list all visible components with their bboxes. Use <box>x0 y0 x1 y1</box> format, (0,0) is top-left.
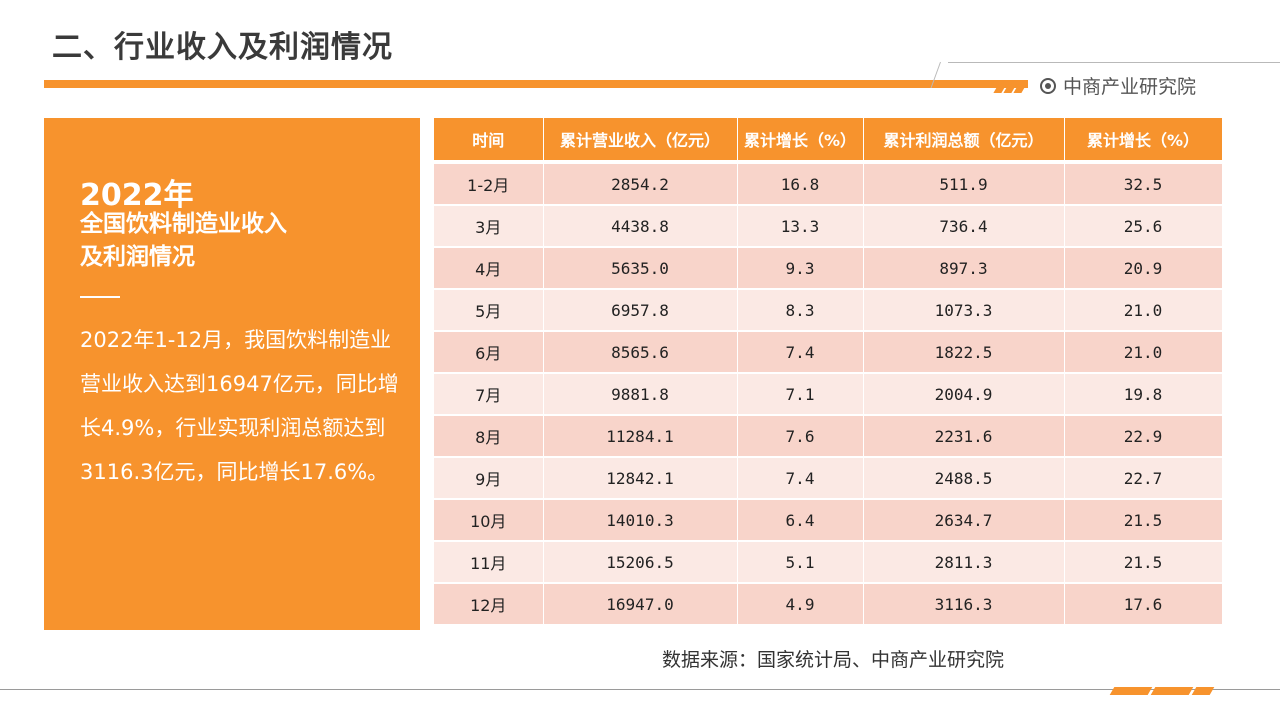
summary-divider <box>80 296 120 298</box>
cell-profit: 1073.3 <box>863 289 1065 332</box>
cell-revenue: 8565.6 <box>543 331 738 374</box>
table-row: 8月 11284.1 7.6 2231.6 22.9 <box>434 415 1223 458</box>
cell-revenue: 15206.5 <box>543 541 738 584</box>
table-row: 11月 15206.5 5.1 2811.3 21.5 <box>434 541 1223 584</box>
footer-stripes <box>1109 680 1215 699</box>
cell-revenue-growth: 7.4 <box>737 457 864 500</box>
cell-time: 11月 <box>434 541 544 584</box>
cell-profit: 2488.5 <box>863 457 1065 500</box>
cell-profit-growth: 22.7 <box>1064 457 1223 500</box>
cell-profit-growth: 21.0 <box>1064 289 1223 332</box>
cell-revenue-growth: 8.3 <box>737 289 864 332</box>
summary-body: 2022年1-12月，我国饮料制造业营业收入达到16947亿元，同比增长4.9%… <box>80 328 399 484</box>
cell-time: 10月 <box>434 499 544 542</box>
cell-profit-growth: 21.5 <box>1064 499 1223 542</box>
table-row: 12月 16947.0 4.9 3116.3 17.6 <box>434 583 1223 626</box>
cell-profit-growth: 19.8 <box>1064 373 1223 416</box>
table-row: 4月 5635.0 9.3 897.3 20.9 <box>434 247 1223 290</box>
cell-revenue: 4438.8 <box>543 205 738 248</box>
cell-profit: 897.3 <box>863 247 1065 290</box>
cell-time: 4月 <box>434 247 544 290</box>
summary-subtitle-line1: 全国饮料制造业收入 <box>80 211 287 237</box>
cell-time: 5月 <box>434 289 544 332</box>
data-table: 时间 累计营业收入（亿元） 累计增长（%） 累计利润总额（亿元） 累计增长（%）… <box>434 118 1223 626</box>
cell-revenue: 11284.1 <box>543 415 738 458</box>
cell-revenue: 6957.8 <box>543 289 738 332</box>
cell-profit-growth: 25.6 <box>1064 205 1223 248</box>
brand-logo-icon <box>1040 77 1056 94</box>
cell-revenue-growth: 7.1 <box>737 373 864 416</box>
cell-time: 1-2月 <box>434 162 544 206</box>
summary-subtitle-line2: 及利润情况 <box>80 244 195 270</box>
decorative-line <box>948 62 1280 63</box>
header-profit-growth: 累计增长（%） <box>1064 118 1223 164</box>
table-row: 5月 6957.8 8.3 1073.3 21.0 <box>434 289 1223 332</box>
footer-line <box>0 689 1280 690</box>
cell-profit: 511.9 <box>863 162 1065 206</box>
summary-subtitle: 全国饮料制造业收入 及利润情况 <box>80 208 380 274</box>
cell-time: 12月 <box>434 583 544 626</box>
cell-time: 9月 <box>434 457 544 500</box>
cell-profit-growth: 21.5 <box>1064 541 1223 584</box>
header-profit: 累计利润总额（亿元） <box>863 118 1065 164</box>
cell-profit: 1822.5 <box>863 331 1065 374</box>
cell-profit-growth: 32.5 <box>1064 162 1223 206</box>
brand: 中商产业研究院 <box>1040 72 1196 99</box>
decorative-stripes <box>993 78 1027 97</box>
cell-revenue: 2854.2 <box>543 162 738 206</box>
cell-revenue-growth: 5.1 <box>737 541 864 584</box>
table-row: 3月 4438.8 13.3 736.4 25.6 <box>434 205 1223 248</box>
cell-profit-growth: 21.0 <box>1064 331 1223 374</box>
cell-revenue: 16947.0 <box>543 583 738 626</box>
header-revenue-growth: 累计增长（%） <box>737 118 864 164</box>
table-row: 1-2月 2854.2 16.8 511.9 32.5 <box>434 162 1223 206</box>
header-time: 时间 <box>434 118 544 164</box>
cell-revenue-growth: 6.4 <box>737 499 864 542</box>
cell-profit-growth: 17.6 <box>1064 583 1223 626</box>
cell-profit: 2634.7 <box>863 499 1065 542</box>
cell-revenue-growth: 4.9 <box>737 583 864 626</box>
table-row: 10月 14010.3 6.4 2634.7 21.5 <box>434 499 1223 542</box>
cell-revenue-growth: 16.8 <box>737 162 864 206</box>
cell-profit: 736.4 <box>863 205 1065 248</box>
cell-revenue-growth: 13.3 <box>737 205 864 248</box>
cell-profit: 2004.9 <box>863 373 1065 416</box>
cell-time: 6月 <box>434 331 544 374</box>
cell-revenue-growth: 7.4 <box>737 331 864 374</box>
cell-profit: 2811.3 <box>863 541 1065 584</box>
summary-panel: 2022年 全国饮料制造业收入 及利润情况 2022年1-12月，我国饮料制造业… <box>44 118 420 630</box>
cell-revenue-growth: 7.6 <box>737 415 864 458</box>
cell-revenue: 9881.8 <box>543 373 738 416</box>
cell-revenue: 12842.1 <box>543 457 738 500</box>
cell-profit: 3116.3 <box>863 583 1065 626</box>
page-title: 二、行业收入及利润情况 <box>52 30 393 65</box>
cell-revenue: 5635.0 <box>543 247 738 290</box>
table-row: 9月 12842.1 7.4 2488.5 22.7 <box>434 457 1223 500</box>
cell-time: 7月 <box>434 373 544 416</box>
data-source: 数据来源：国家统计局、中商产业研究院 <box>662 649 1005 671</box>
cell-profit-growth: 22.9 <box>1064 415 1223 458</box>
cell-revenue-growth: 9.3 <box>737 247 864 290</box>
table-row: 6月 8565.6 7.4 1822.5 21.0 <box>434 331 1223 374</box>
title-underline <box>44 80 1028 88</box>
cell-time: 8月 <box>434 415 544 458</box>
header-revenue: 累计营业收入（亿元） <box>543 118 738 164</box>
brand-name: 中商产业研究院 <box>1063 76 1197 98</box>
summary-year: 2022年 <box>80 178 194 213</box>
cell-time: 3月 <box>434 205 544 248</box>
cell-profit: 2231.6 <box>863 415 1065 458</box>
cell-profit-growth: 20.9 <box>1064 247 1223 290</box>
table-row: 7月 9881.8 7.1 2004.9 19.8 <box>434 373 1223 416</box>
cell-revenue: 14010.3 <box>543 499 738 542</box>
table-header-row: 时间 累计营业收入（亿元） 累计增长（%） 累计利润总额（亿元） 累计增长（%） <box>434 118 1223 164</box>
